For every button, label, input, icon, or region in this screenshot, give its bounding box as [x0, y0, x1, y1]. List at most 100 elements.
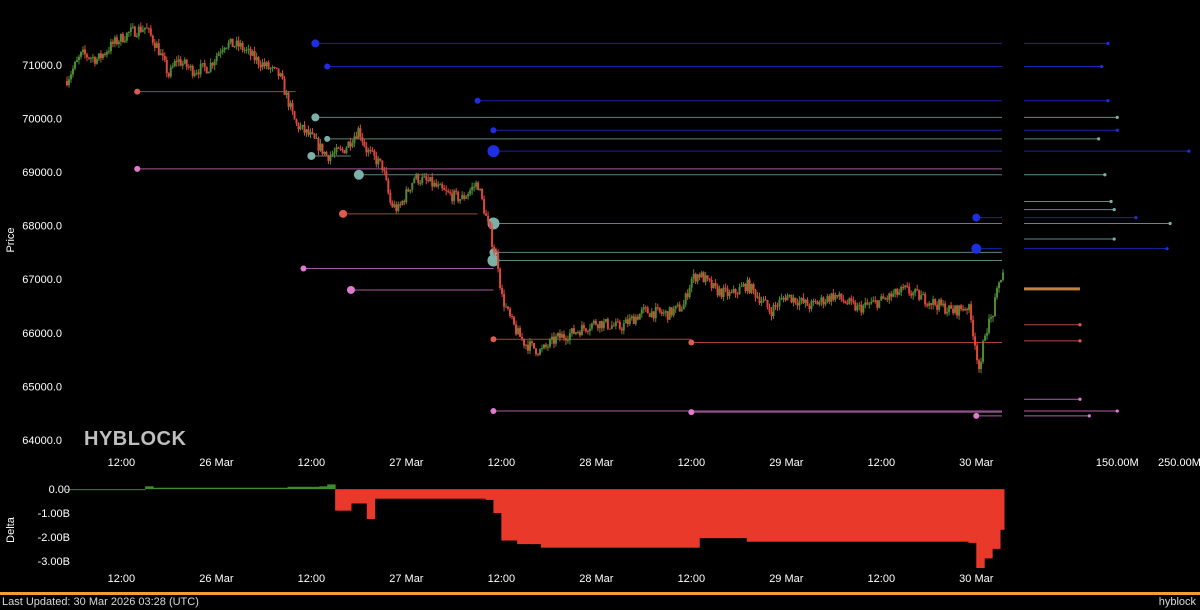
- candle-body: [540, 348, 543, 350]
- candle-body: [177, 59, 180, 62]
- candle-body: [702, 272, 705, 283]
- liquidation-level-dot: [353, 169, 364, 180]
- candle-body: [1000, 279, 1003, 283]
- time-tick-label: 12:00: [298, 457, 326, 469]
- liquidation-level-dot: [487, 145, 500, 158]
- candle-body: [91, 57, 94, 59]
- candle-body: [493, 247, 496, 252]
- candle-body: [181, 63, 184, 66]
- candle-body: [946, 311, 949, 314]
- candle-body: [99, 53, 102, 59]
- candle-body: [481, 188, 484, 200]
- candle-body: [632, 316, 635, 324]
- candle-body: [275, 67, 278, 69]
- profile-bar-end: [1134, 216, 1138, 220]
- candle-body: [467, 193, 470, 197]
- candle-body: [726, 288, 729, 297]
- candle-body: [802, 297, 805, 303]
- candle-body: [980, 361, 983, 370]
- candle-body: [934, 299, 937, 305]
- candle-body: [465, 196, 468, 199]
- candle-body: [940, 299, 943, 306]
- candle-body: [321, 143, 324, 154]
- candle-body: [295, 119, 298, 124]
- candle-body: [638, 313, 641, 320]
- candle-body: [1002, 272, 1005, 280]
- candle-body: [291, 103, 294, 112]
- candle-body: [886, 298, 889, 300]
- candle-body: [580, 325, 583, 336]
- candle-body: [680, 309, 683, 312]
- delta-tick-label: -3.00B: [38, 556, 70, 568]
- candle-body: [950, 305, 953, 309]
- candle-body: [409, 189, 412, 192]
- delta-time-tick-label: 28 Mar: [579, 573, 614, 585]
- candle-body: [704, 275, 707, 283]
- candle-body: [696, 274, 699, 282]
- candle-body: [299, 126, 302, 130]
- candle-body: [175, 61, 178, 63]
- candle-body: [664, 311, 667, 313]
- time-tick-label: 12:00: [678, 457, 706, 469]
- candle-body: [449, 192, 452, 194]
- candle-body: [772, 305, 775, 317]
- candle-body: [690, 278, 693, 288]
- candle-body: [81, 49, 84, 52]
- candle-body: [844, 301, 847, 304]
- candle-body: [491, 228, 494, 248]
- candle-body: [854, 302, 857, 311]
- candle-body: [219, 52, 222, 54]
- candle-body: [313, 133, 316, 139]
- candle-body: [139, 26, 142, 32]
- candle-body: [928, 303, 931, 306]
- candle-body: [257, 57, 260, 65]
- candle-body: [978, 360, 981, 370]
- candle-body: [954, 305, 957, 314]
- candle-body: [377, 158, 380, 165]
- candle-body: [628, 318, 631, 325]
- candle-body: [123, 40, 126, 43]
- candle-body: [642, 307, 645, 310]
- candle-body: [489, 221, 492, 229]
- delta-time-tick-label: 26 Mar: [199, 573, 234, 585]
- candle-body: [197, 72, 200, 75]
- candle-body: [413, 178, 416, 183]
- candle-body: [882, 296, 885, 299]
- candle-body: [908, 286, 911, 294]
- delta-bar: [66, 489, 146, 491]
- candle-body: [339, 148, 342, 150]
- delta-panel: 0.00 -1.00B -2.00B -3.00B Delta 12:00 26 Mar 12…: [5, 484, 1005, 585]
- candle-body: [674, 305, 677, 309]
- candle-body: [499, 268, 502, 288]
- liquidation-level-dot: [324, 63, 331, 70]
- profile-bar-end: [1112, 237, 1116, 241]
- candle-body: [878, 300, 881, 308]
- candle-body: [225, 47, 228, 49]
- candle-body: [682, 304, 685, 310]
- candle-body: [281, 73, 284, 79]
- candle-body: [542, 344, 545, 349]
- candle-body: [345, 147, 348, 154]
- candle-body: [818, 301, 821, 305]
- candle-body: [293, 111, 296, 120]
- liquidation-level-dot: [339, 209, 348, 218]
- candle-body: [217, 53, 220, 56]
- candle-body: [974, 336, 977, 346]
- candle-body: [497, 251, 500, 269]
- candle-body: [323, 151, 326, 154]
- delta-bar: [287, 486, 320, 490]
- candle-body: [624, 319, 627, 324]
- time-tick-label: 28 Mar: [579, 457, 614, 469]
- candle-body: [792, 297, 795, 303]
- candle-body: [708, 278, 711, 280]
- candle-body: [369, 150, 372, 152]
- candle-body: [830, 293, 833, 302]
- candle-body: [451, 193, 454, 202]
- candle-body: [421, 177, 424, 183]
- candle-body: [846, 303, 849, 305]
- candle-body: [419, 182, 422, 184]
- candle-body: [764, 299, 767, 301]
- candle-body: [832, 293, 835, 300]
- candle-body: [411, 182, 414, 190]
- candle-body: [297, 123, 300, 130]
